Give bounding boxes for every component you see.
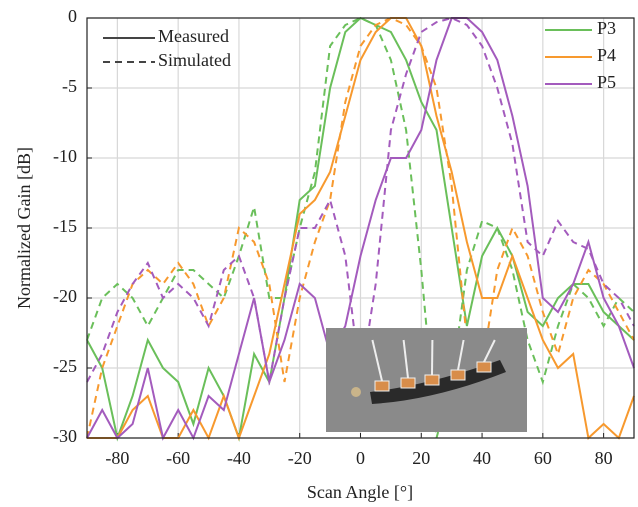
element	[476, 361, 492, 373]
probe	[402, 339, 409, 379]
x-tick-label: 60	[534, 448, 552, 468]
y-tick-label: -10	[53, 146, 77, 166]
legend-style-label: Measured	[158, 26, 229, 46]
x-tick-label: -60	[166, 448, 190, 468]
coin	[351, 387, 361, 397]
legend-label: P3	[597, 18, 616, 38]
probe	[371, 339, 383, 382]
x-tick-label: -80	[105, 448, 129, 468]
y-tick-label: -25	[53, 356, 77, 376]
element	[424, 374, 440, 386]
element	[400, 377, 416, 389]
element	[374, 380, 390, 392]
y-tick-label: -20	[53, 286, 77, 306]
x-tick-label: -40	[227, 448, 251, 468]
y-tick-label: -30	[53, 426, 77, 446]
probe	[483, 339, 496, 363]
inset-photo	[326, 328, 527, 432]
y-tick-label: -5	[62, 76, 77, 96]
x-tick-label: 0	[356, 448, 365, 468]
x-tick-label: 40	[473, 448, 491, 468]
probe	[457, 339, 465, 371]
legend-label: P4	[597, 45, 616, 65]
frame	[86, 17, 635, 439]
y-tick-label: -15	[53, 216, 77, 236]
x-axis-label: Scan Angle [°]	[307, 482, 413, 502]
element	[450, 369, 466, 381]
measured-line	[86, 17, 635, 441]
legend-style-label: Simulated	[158, 50, 231, 70]
x-tick-label: 20	[412, 448, 430, 468]
x-tick-label: 80	[595, 448, 613, 468]
y-axis-label: Normalized Gain [dB]	[14, 147, 34, 309]
simulated-line	[86, 16, 635, 439]
x-tick-label: -20	[288, 448, 312, 468]
simulated-line	[86, 16, 635, 439]
legend-label: P5	[597, 72, 616, 92]
y-tick-label: 0	[68, 6, 77, 26]
